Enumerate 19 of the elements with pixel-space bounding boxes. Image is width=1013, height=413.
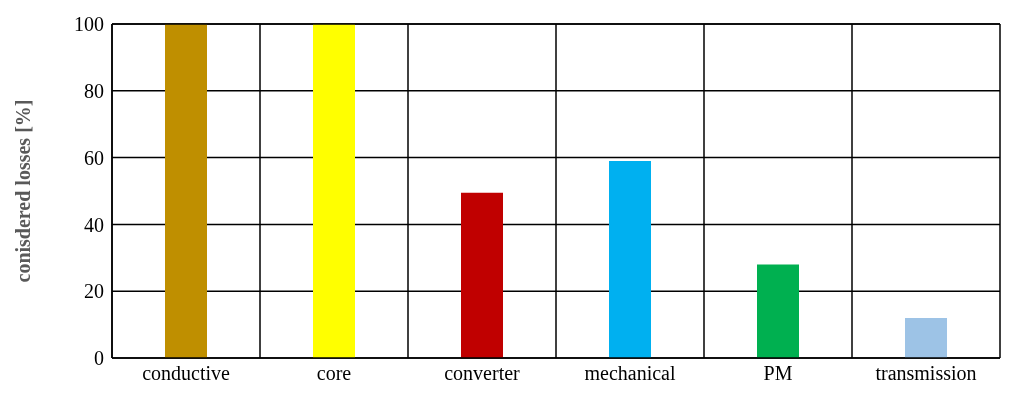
bar — [313, 24, 355, 358]
x-tick-label: conductive — [142, 362, 230, 385]
x-tick-label: mechanical — [584, 362, 676, 385]
x-tick-label: transmission — [875, 362, 977, 385]
bar — [165, 24, 207, 358]
bar — [461, 192, 503, 358]
y-tick-label: 20 — [84, 280, 104, 303]
y-tick-label: 100 — [74, 13, 104, 36]
y-tick-label: 0 — [94, 347, 104, 370]
y-tick-label: 60 — [84, 146, 104, 169]
y-axis-title: conisdered losses [%] — [12, 99, 35, 283]
x-tick-label: converter — [444, 362, 521, 385]
bar — [609, 160, 651, 358]
x-tick-label: PM — [763, 362, 793, 385]
bar — [757, 264, 799, 358]
y-tick-label: 80 — [84, 79, 104, 102]
y-tick-label: 40 — [84, 213, 104, 236]
bar — [905, 317, 947, 358]
x-tick-label: core — [316, 362, 352, 385]
